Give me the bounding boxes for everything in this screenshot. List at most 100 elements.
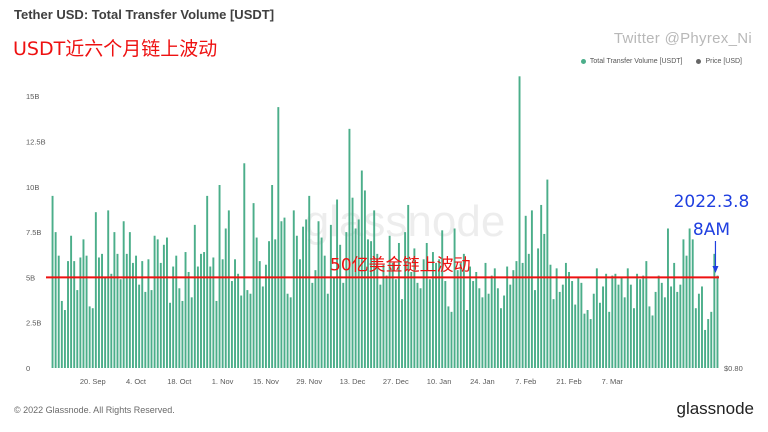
volume-bar (614, 273, 617, 368)
reference-line-label: 50亿美金链上波动 (330, 255, 471, 275)
volume-bar (85, 255, 88, 368)
x-tick-label: 20. Sep (80, 377, 106, 386)
volume-bar (441, 230, 444, 368)
volume-bar (500, 308, 502, 368)
x-tick-label: 4. Oct (126, 377, 147, 386)
volume-bar (431, 252, 434, 368)
volume-bar (221, 259, 224, 368)
volume-bar (388, 235, 391, 368)
volume-bar (509, 284, 512, 368)
volume-bar (447, 306, 450, 368)
volume-bar (311, 282, 314, 368)
volume-bar (410, 271, 413, 368)
volume-bar (629, 284, 632, 368)
volume-bar (135, 255, 138, 368)
volume-bar (527, 253, 530, 368)
volume-bar (181, 300, 184, 368)
volume-bar (224, 228, 227, 368)
volume-bar (104, 277, 107, 368)
volume-bar (679, 284, 682, 368)
volume-bar (144, 291, 147, 368)
volume-bar (391, 262, 394, 368)
x-tick-label: 27. Dec (383, 377, 409, 386)
volume-bar (212, 257, 215, 368)
volume-bar (286, 293, 289, 368)
volume-bar (707, 319, 710, 368)
volume-bar (512, 270, 515, 368)
volume-bar (617, 284, 620, 368)
volume-bar (496, 288, 499, 368)
volume-bar (73, 261, 76, 368)
legend-label-price: Price [USD] (705, 58, 742, 65)
volume-bar (552, 299, 555, 368)
volume-bar (493, 268, 496, 368)
volume-bar (113, 232, 116, 368)
volume-bar (466, 310, 468, 368)
volume-bar (425, 242, 428, 368)
legend-item-price[interactable]: Price [USD] (696, 58, 742, 65)
volume-bar (676, 291, 679, 368)
chart-title: Tether USD: Total Transfer Volume [USDT] (14, 7, 275, 22)
volume-bar (697, 293, 700, 368)
volume-bar (88, 306, 91, 368)
volume-bar (450, 311, 453, 368)
y-tick-label: 2.5B (26, 319, 41, 328)
volume-bar (660, 282, 663, 368)
volume-bar (333, 277, 335, 368)
y-tick-label: 12.5B (26, 138, 46, 147)
volume-bar (611, 275, 614, 368)
volume-bar (478, 288, 481, 368)
volume-bar (280, 221, 283, 368)
volume-bar (555, 268, 558, 368)
volume-bar (568, 271, 570, 368)
x-tick-label: 18. Oct (167, 377, 192, 386)
volume-bar (187, 271, 190, 368)
volume-bar (190, 297, 193, 368)
volume-bar (385, 275, 388, 368)
volume-bar (521, 262, 524, 368)
volume-bar (416, 282, 419, 368)
volume-bar (203, 252, 206, 368)
volume-bar (407, 204, 410, 368)
volume-bar (169, 302, 172, 368)
volume-bar (549, 264, 552, 368)
twitter-handle: Twitter @Phyrex_Ni (613, 30, 752, 47)
volume-bar (657, 275, 660, 368)
volume-bar (162, 244, 165, 368)
volume-bar (540, 204, 543, 368)
volume-bar (636, 273, 639, 368)
volume-bar (543, 233, 546, 368)
volume-bar (125, 253, 128, 368)
volume-bar (274, 239, 277, 368)
volume-bar (336, 199, 339, 368)
legend-label-volume: Total Transfer Volume [USDT] (589, 58, 683, 65)
volume-bar (153, 235, 156, 368)
volume-bar (230, 281, 233, 368)
volume-bar (428, 279, 431, 368)
legend-item-volume[interactable]: Total Transfer Volume [USDT] (580, 58, 683, 65)
volume-bar (626, 268, 629, 368)
volume-bar (444, 281, 447, 368)
volume-bar (453, 228, 456, 368)
chart-legend: Total Transfer Volume [USDT] Price [USD] (569, 58, 742, 66)
annotation-arrow-icon (712, 266, 719, 273)
volume-bar (54, 232, 57, 368)
volume-bar (141, 261, 144, 368)
volume-bar (175, 255, 178, 368)
volume-bar (654, 291, 657, 368)
volume-bar (196, 266, 199, 368)
volume-bar (206, 195, 209, 368)
volume-bar (302, 226, 305, 368)
volume-bar (561, 284, 564, 368)
volume-bar (82, 239, 85, 368)
volume-bar (691, 239, 694, 368)
volume-bar (713, 253, 716, 368)
volume-bar (682, 239, 685, 368)
brand-logo: glassnode (676, 399, 754, 418)
volume-bar (435, 262, 437, 368)
volume-bar (51, 195, 54, 368)
volume-bar (716, 275, 719, 368)
volume-bar (518, 76, 521, 368)
volume-bar (308, 195, 311, 368)
